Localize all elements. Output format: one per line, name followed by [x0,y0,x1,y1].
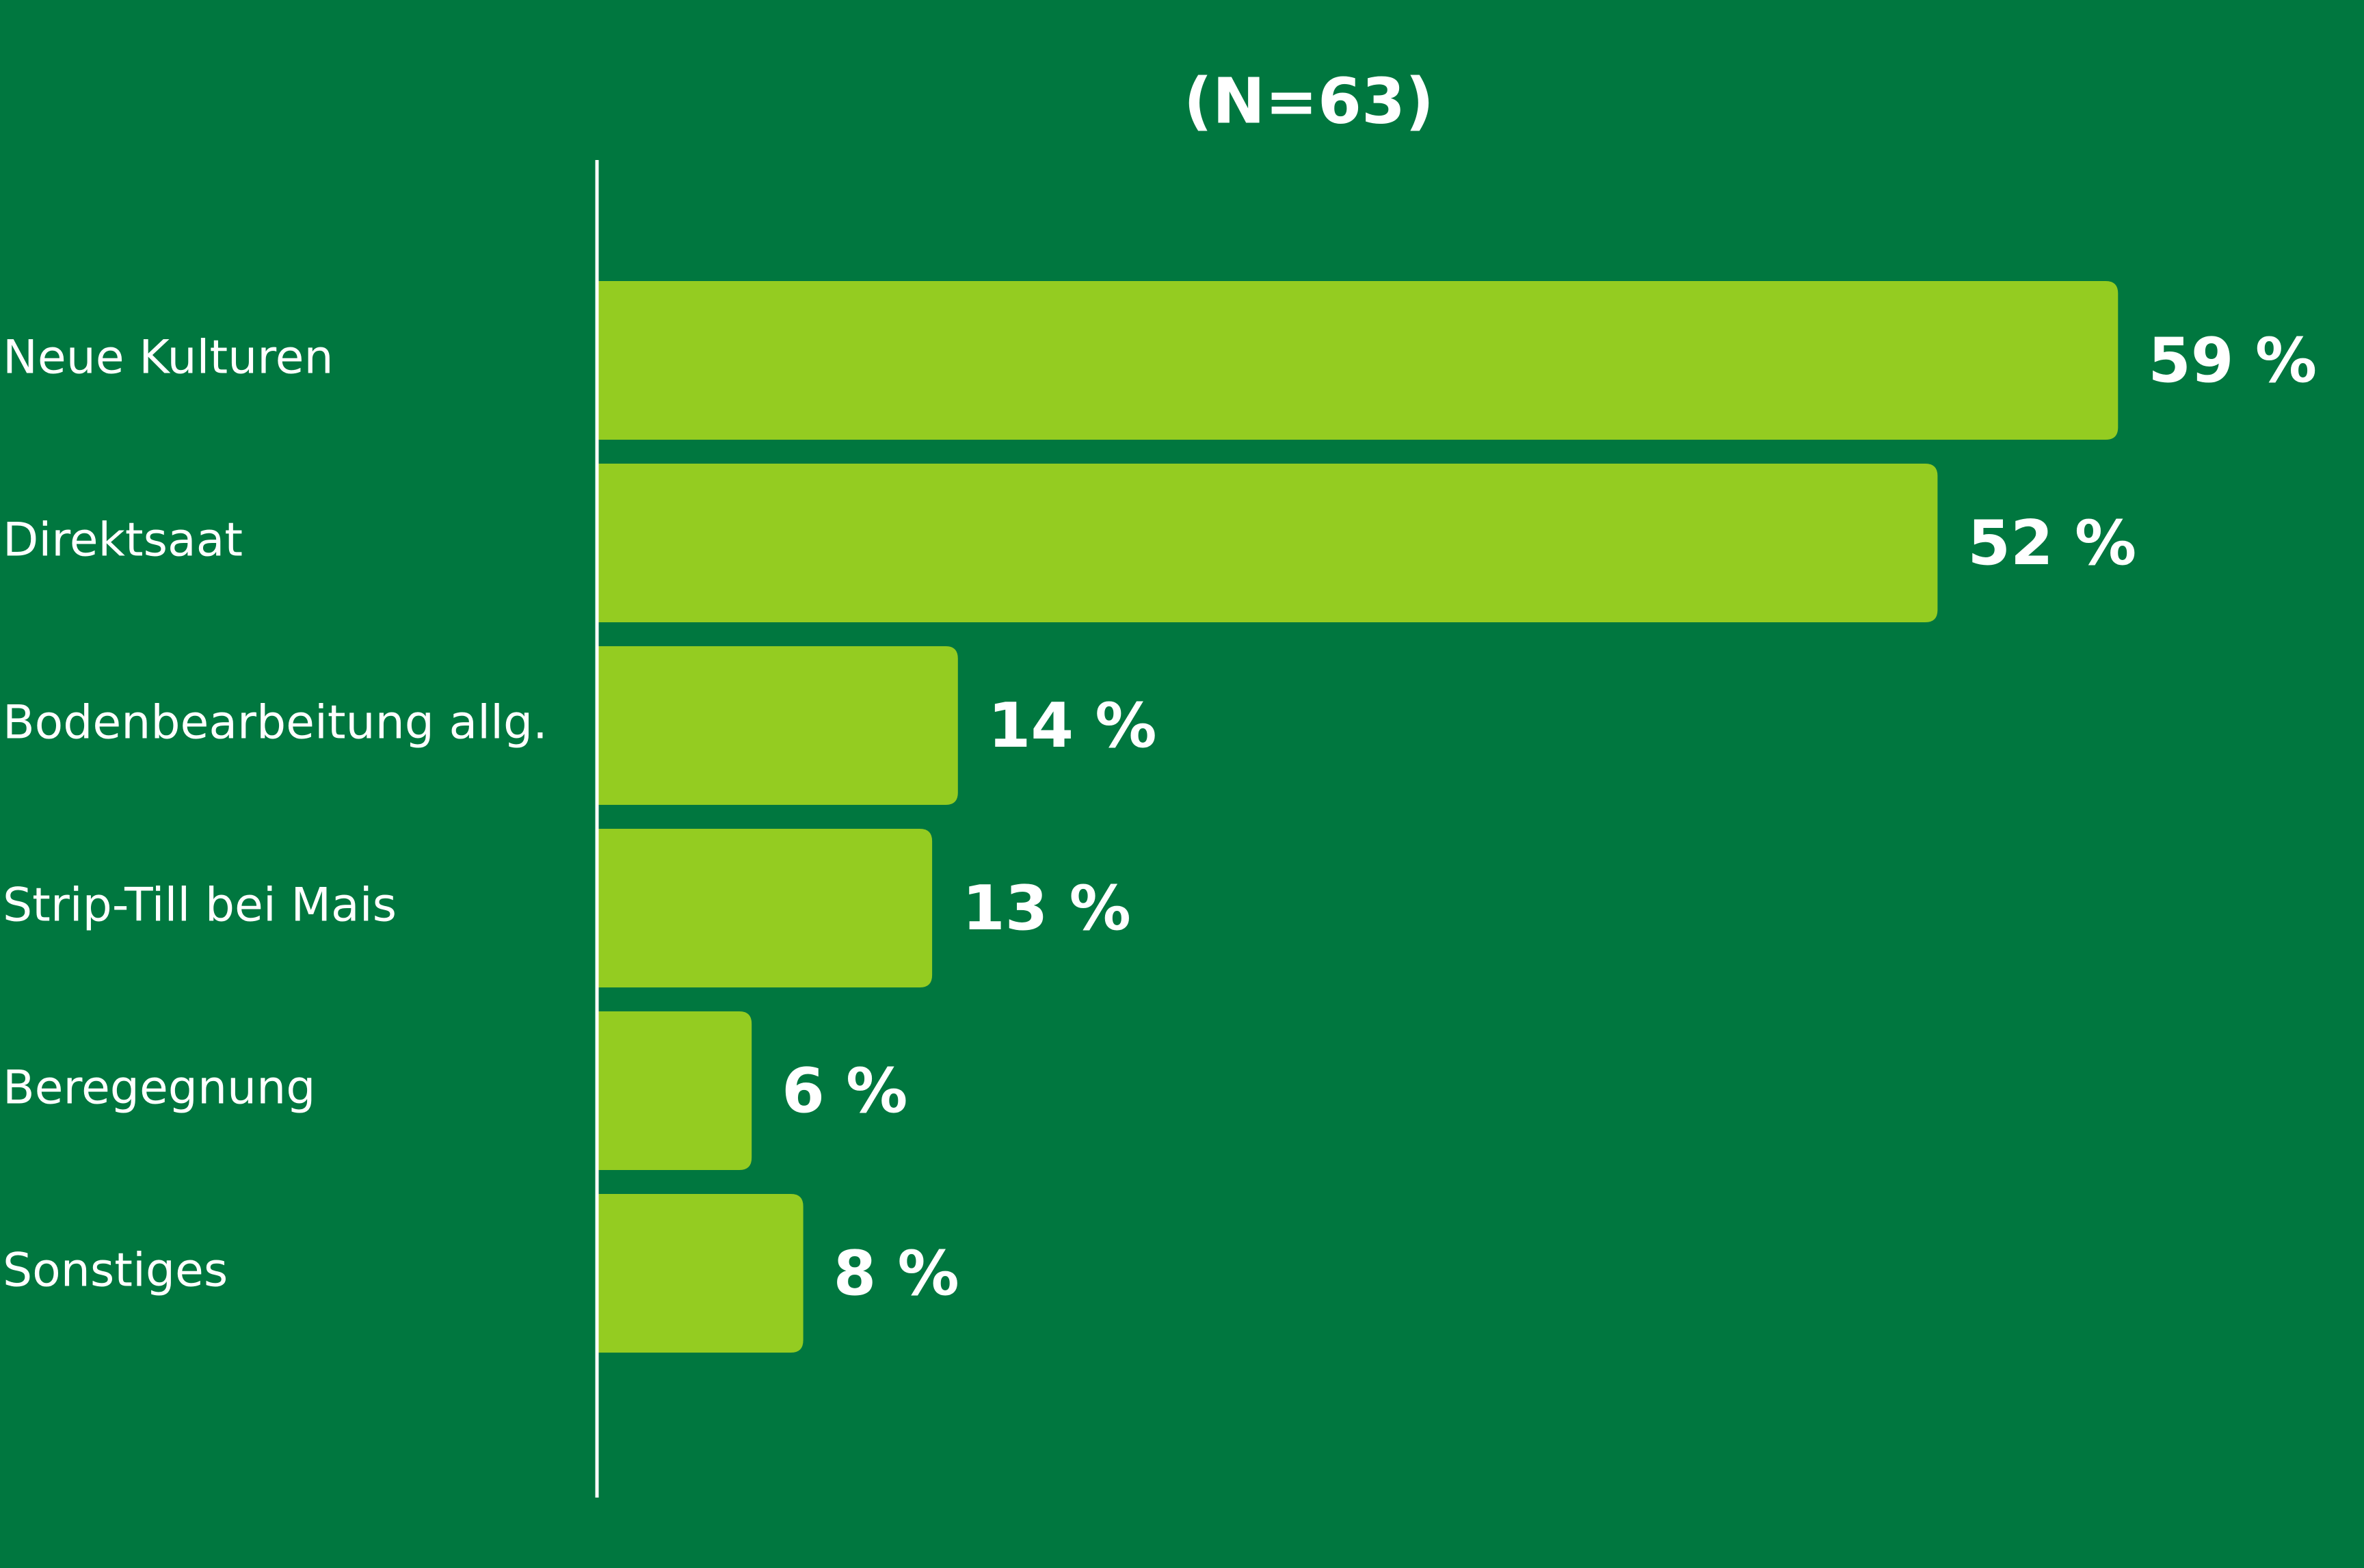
value-label: 59 % [2148,325,2317,397]
bar [597,1011,752,1170]
bar [597,1194,804,1353]
value-label: 8 % [834,1238,959,1310]
bar [597,464,1938,622]
bar [597,281,2119,440]
category-label: Bodenbearbeitung allg. [3,696,548,750]
category-label: Direktsaat [3,514,243,568]
value-label: 13 % [962,873,1131,944]
category-label: Strip-Till bei Mais [3,879,397,933]
value-label: 6 % [782,1055,907,1127]
bar [597,646,958,805]
category-label: Sonstiges [3,1244,228,1298]
bar [597,829,933,987]
category-label: Neue Kulturen [3,331,334,385]
chart-title: (N=63) [1184,64,1434,137]
value-label: 14 % [988,690,1157,762]
value-label: 52 % [1967,507,2136,579]
category-label: Beregegnung [3,1061,315,1115]
